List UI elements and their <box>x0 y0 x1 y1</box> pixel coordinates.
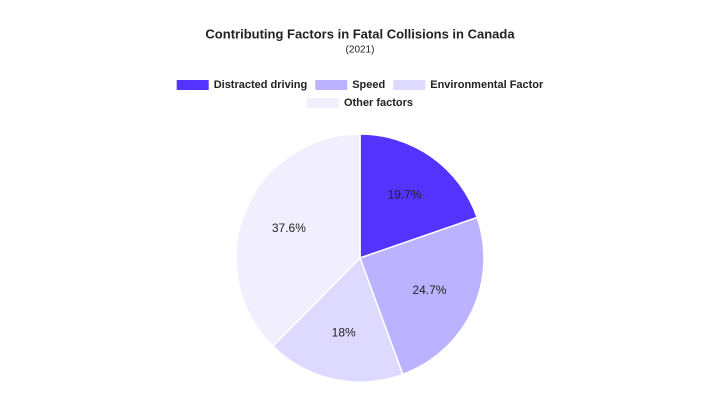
data-label: 19.7% <box>388 188 422 202</box>
pie-slice <box>235 133 361 348</box>
pie-slice <box>271 256 404 383</box>
legend-label: Speed <box>352 79 385 91</box>
legend-swatch <box>176 80 209 90</box>
chart-title: Contributing Factors in Fatal Collisions… <box>205 26 515 41</box>
data-label: 18% <box>332 325 356 339</box>
legend-item: Distracted driving <box>176 79 308 91</box>
legend-swatch <box>306 98 339 108</box>
legend-label: Distracted driving <box>214 79 308 91</box>
legend-item: Speed <box>315 79 385 91</box>
legend-label: Other factors <box>344 97 413 109</box>
legend-item: Environmental Factor <box>393 79 544 91</box>
pie-slice <box>359 216 485 376</box>
chart-subtitle: (2021) <box>346 45 375 56</box>
legend-swatch <box>393 80 426 90</box>
legend-item: Other factors <box>306 97 413 109</box>
data-label: 37.6% <box>272 221 306 235</box>
legend-label: Environmental Factor <box>430 79 544 91</box>
legend-swatch <box>315 80 348 90</box>
data-label: 24.7% <box>412 283 446 297</box>
